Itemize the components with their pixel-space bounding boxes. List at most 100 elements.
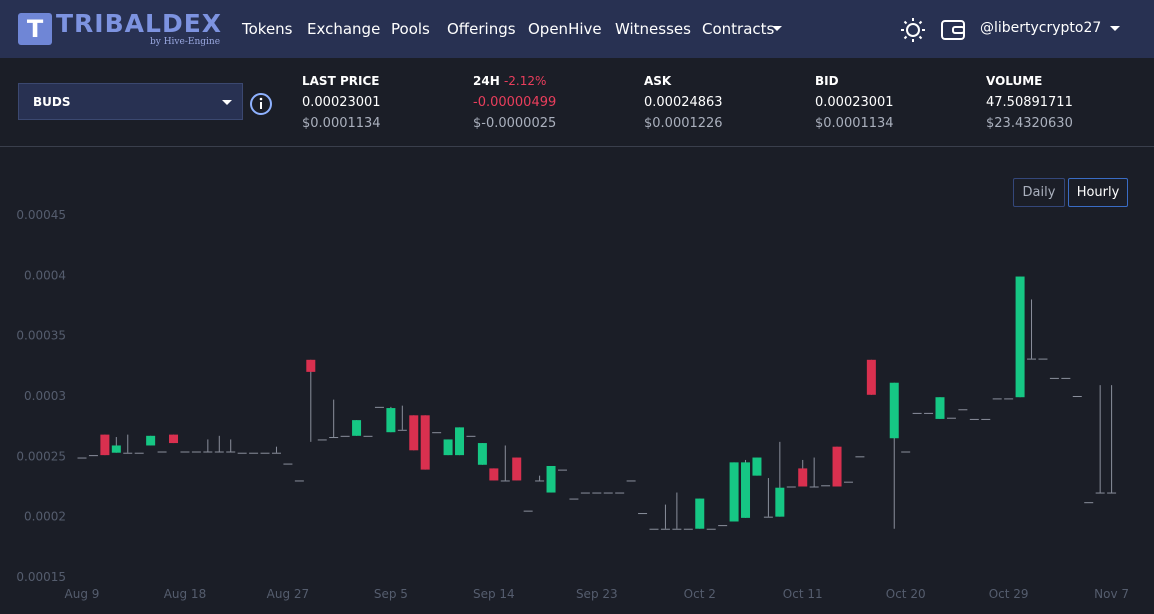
stat: VOLUME 47.50891711 $23.4320630 (986, 74, 1073, 137)
candle-body (306, 359, 316, 372)
candle-body (706, 528, 716, 530)
candle-body (969, 418, 979, 420)
x-tick-label: Aug 9 (65, 587, 100, 601)
candle-body (683, 528, 693, 530)
candle-body (660, 528, 670, 530)
candle-body (169, 434, 179, 444)
candle-body (363, 435, 373, 437)
candle-body (729, 462, 739, 522)
dropdown-caret (222, 100, 232, 105)
token-select[interactable]: BUDS (18, 83, 243, 120)
info-icon[interactable] (249, 92, 273, 116)
user-menu[interactable]: @libertycrypto27 (980, 20, 1102, 36)
candle-body (271, 452, 281, 454)
stat-usd: $0.0001226 (644, 116, 723, 131)
separator (0, 146, 1154, 147)
candle-body (672, 528, 682, 530)
candle-body (718, 525, 728, 527)
candle-body (1072, 396, 1082, 397)
candle-body (924, 412, 934, 414)
logo-icon[interactable]: T (18, 13, 52, 45)
candle-body (352, 420, 362, 436)
candle-body (455, 427, 465, 456)
candle-body (111, 445, 121, 453)
candle-body (866, 359, 876, 395)
candle-body (157, 451, 167, 453)
candle-body (946, 417, 956, 419)
x-tick-label: Nov 7 (1094, 587, 1129, 601)
candle-body (1084, 502, 1094, 504)
stat-value: 0.00023001 (302, 95, 381, 110)
logo-subtitle: by Hive-Engine (150, 37, 221, 47)
candle-body (397, 429, 407, 431)
candle-body (523, 510, 533, 512)
y-tick-label: 0.00015 (16, 570, 66, 584)
candle-body (615, 492, 625, 494)
candle-body (340, 435, 350, 437)
stat: BID 0.00023001 $0.0001134 (815, 74, 894, 137)
wallet-icon[interactable] (940, 18, 966, 42)
candle-body (1004, 398, 1014, 400)
candle-body (638, 513, 648, 515)
nav-link[interactable]: Exchange (307, 20, 381, 38)
y-tick-label: 0.0002 (24, 510, 66, 524)
theme-toggle[interactable] (900, 17, 926, 43)
candle-body (329, 437, 339, 439)
candle-body (775, 487, 785, 517)
x-tick-label: Sep 14 (473, 587, 515, 601)
candle-body (260, 452, 270, 454)
x-tick-label: Oct 29 (989, 587, 1029, 601)
candle-body (432, 432, 442, 434)
candle-body (100, 434, 110, 456)
candle-body (763, 516, 773, 518)
nav-link[interactable]: Witnesses (615, 20, 691, 38)
candle-body (180, 451, 190, 453)
stat-value: 0.00024863 (644, 95, 723, 110)
stat-usd: $0.0001134 (302, 116, 381, 131)
candle-body (809, 486, 819, 488)
candle-body (443, 439, 453, 456)
nav-link[interactable]: Tokens (242, 20, 293, 38)
hourly-button[interactable]: Hourly (1068, 178, 1128, 207)
x-tick-label: Sep 5 (374, 587, 408, 601)
token-name: BUDS (33, 95, 71, 109)
candle-body (203, 451, 213, 453)
y-tick-label: 0.00035 (16, 329, 66, 343)
x-tick-label: Oct 11 (783, 587, 823, 601)
nav-link[interactable]: Offerings (447, 20, 516, 38)
y-tick-label: 0.00025 (16, 449, 66, 463)
candle-body (626, 480, 636, 482)
candle-body (317, 439, 327, 441)
stat: 24H -2.12% -0.00000499 $-0.0000025 (473, 74, 556, 137)
candle-body (1015, 276, 1025, 398)
candle-body (123, 452, 133, 454)
x-tick-label: Oct 2 (684, 587, 716, 601)
dropdown-caret (1110, 26, 1120, 31)
price-chart: 0.00015 0.0002 0.00025 0.0003 0.00035 0.0004 0… (16, 208, 1129, 601)
candle-body (981, 418, 991, 420)
stat: LAST PRICE 0.00023001 $0.0001134 (302, 74, 381, 137)
stat-value: 0.00023001 (815, 95, 894, 110)
logo[interactable]: TRIBALDEX (56, 9, 223, 38)
candle-body (1061, 377, 1071, 379)
candle-body (386, 408, 396, 433)
candle-body (283, 463, 293, 465)
stat-usd: $0.0001134 (815, 116, 894, 131)
dropdown-caret (772, 26, 782, 31)
header: T TRIBALDEX by Hive-Engine Tokens Exchan… (0, 0, 1154, 58)
stat-value: -0.00000499 (473, 95, 557, 110)
candle-body (1107, 492, 1117, 494)
nav-link[interactable]: OpenHive (528, 20, 602, 38)
stat-label: VOLUME (986, 74, 1043, 88)
candle-body (237, 452, 247, 454)
stat-label: BID (815, 74, 839, 88)
daily-button[interactable]: Daily (1013, 178, 1065, 207)
candle-body (146, 435, 156, 446)
candle-body (500, 480, 510, 482)
stat-usd: $23.4320630 (986, 116, 1073, 131)
nav-link[interactable]: Pools (391, 20, 430, 38)
nav-link[interactable]: Contracts (702, 20, 775, 38)
x-tick-label: Aug 18 (164, 587, 207, 601)
